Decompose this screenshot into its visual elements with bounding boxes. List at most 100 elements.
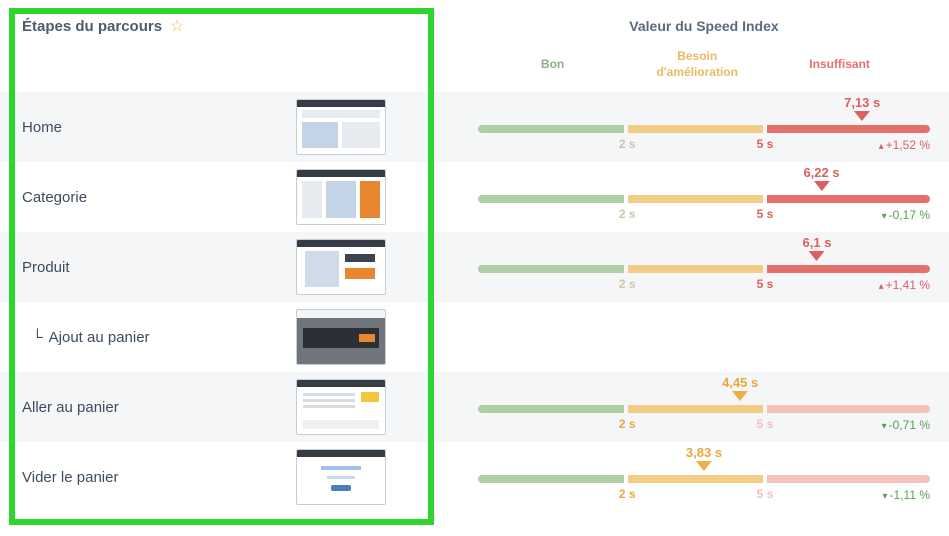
page-thumbnail[interactable] [296,99,386,155]
page-thumbnail[interactable] [296,169,386,225]
gauge-segment-bad [766,195,930,203]
page-thumbnail[interactable] [296,309,386,365]
speed-index-gauge: 3,83 s 2 s 5 s ▾ -1,11 % [478,442,930,512]
journey-row: Aller au panier 4,45 s 2 s 5 s ▾ -0,71 % [0,372,949,442]
gauge-segment-bad [766,125,930,133]
step-label: Home [22,118,63,136]
step-cell: Produit [0,232,430,302]
favorite-star-icon[interactable]: ☆ [170,18,185,35]
thumbnail-graphic [303,328,379,348]
delta-percentage: ▴ +1,41 % [879,278,930,292]
speed-index-value: 3,83 s [685,445,723,460]
empty-gauge-cell [478,302,930,372]
gauge-segment-bad [766,265,930,273]
thumbnail-graphic [303,420,379,429]
gauge-segment-warn [628,475,764,483]
thumbnail-graphic [297,450,385,457]
gauge-marker: 4,45 s [722,375,758,401]
delta-arrow-icon: ▾ [882,491,888,502]
delta-arrow-icon: ▴ [878,281,884,292]
delta-arrow-icon: ▾ [881,211,887,222]
marker-triangle-icon [854,111,871,121]
step-label: Categorie [22,188,88,206]
gauge-segment-good [478,475,625,483]
gauge-marker: 6,1 s [802,235,832,261]
thumbnail-graphic [297,100,385,107]
marker-triangle-icon [732,391,749,401]
journey-row: Vider le panier 3,83 s 2 s 5 s ▾ -1,11 % [0,442,949,512]
delta-value: -0,17 % [888,208,930,222]
thumbnail-graphic [297,310,385,318]
speed-index-value: 6,1 s [802,235,832,250]
gauge-segment-good [478,265,625,273]
speed-index-gauge: 7,13 s 2 s 5 s ▴ +1,52 % [478,92,930,162]
delta-value: +1,41 % [885,278,930,292]
gauge-segment-good [478,405,625,413]
header-row: Étapes du parcours ☆ Valeur du Speed Ind… [0,0,949,92]
gauge-bar [478,405,930,413]
delta-percentage: ▴ +1,52 % [879,138,930,152]
speed-index-gauge: 6,1 s 2 s 5 s ▴ +1,41 % [478,232,930,302]
speed-index-title: Valeur du Speed Index [629,18,779,34]
gauge-segment-warn [628,125,764,133]
tick-5s: 5 s [756,417,774,431]
speed-index-value: 7,13 s [844,95,881,110]
marker-triangle-icon [696,461,712,471]
tick-2s: 2 s [618,487,636,501]
marker-triangle-icon [808,251,825,261]
step-label: Aller au panier [22,398,119,416]
tick-5s: 5 s [756,277,774,291]
gauge-marker: 7,13 s [844,95,880,121]
gauge-marker: 3,83 s [686,445,722,471]
step-cell: Vider le panier [0,442,430,512]
delta-percentage: ▾ -0,17 % [882,208,930,222]
journey-panel-title: Étapes du parcours [22,18,163,35]
tick-2s: 2 s [618,277,636,291]
gauge-segment-good [478,195,625,203]
thumbnail-graphic [331,485,351,491]
delta-arrow-icon: ▾ [881,421,887,432]
journey-row: Produit 6,1 s 2 s 5 s ▴ +1,41 % [0,232,949,302]
delta-arrow-icon: ▴ [878,141,884,152]
page-thumbnail[interactable] [296,449,386,505]
speed-index-gauge: 6,22 s 2 s 5 s ▾ -0,17 % [478,162,930,232]
gauge-segment-warn [628,405,764,413]
thumbnail-graphic [321,466,361,470]
step-label: Produit [22,258,70,276]
page-thumbnail[interactable] [296,239,386,295]
gauge-bar [478,125,930,133]
tick-2s: 2 s [618,137,636,151]
thumbnail-graphic [303,393,355,396]
thumbnail-graphic [360,181,380,218]
zone-label-needs-improvement: Besoin d'amélioration [656,49,738,80]
step-cell: Aller au panier [0,372,430,442]
delta-value: -1,11 % [889,488,930,502]
speed-index-value: 6,22 s [803,165,840,180]
gauge-segment-bad [766,405,930,413]
tick-2s: 2 s [618,207,636,221]
speed-index-gauge: 4,45 s 2 s 5 s ▾ -0,71 % [478,372,930,442]
journey-row: └ Ajout au panier [0,302,949,372]
thumbnail-graphic [297,380,385,387]
gauge-bar [478,195,930,203]
gauge-segment-bad [766,475,930,483]
gauge-segment-warn [628,195,764,203]
delta-percentage: ▾ -0,71 % [882,418,930,432]
thumbnail-graphic [326,181,356,218]
delta-percentage: ▾ -1,11 % [883,488,931,502]
gauge-bar [478,475,930,483]
journey-panel-header: Étapes du parcours ☆ [0,0,430,92]
gauge-marker: 6,22 s [803,165,840,191]
thumbnail-graphic [302,122,338,148]
step-label: Vider le panier [22,468,119,486]
gauge-segment-good [478,125,625,133]
page-thumbnail[interactable] [296,379,386,435]
speed-index-value: 4,45 s [722,375,759,390]
step-cell: Home [0,92,430,162]
delta-value: -0,71 % [888,418,930,432]
journey-row: Home 7,13 s 2 s 5 s ▴ +1,52 % [0,92,949,162]
tick-5s: 5 s [756,487,774,501]
tick-2s: 2 s [618,417,636,431]
thumbnail-graphic [297,240,385,247]
